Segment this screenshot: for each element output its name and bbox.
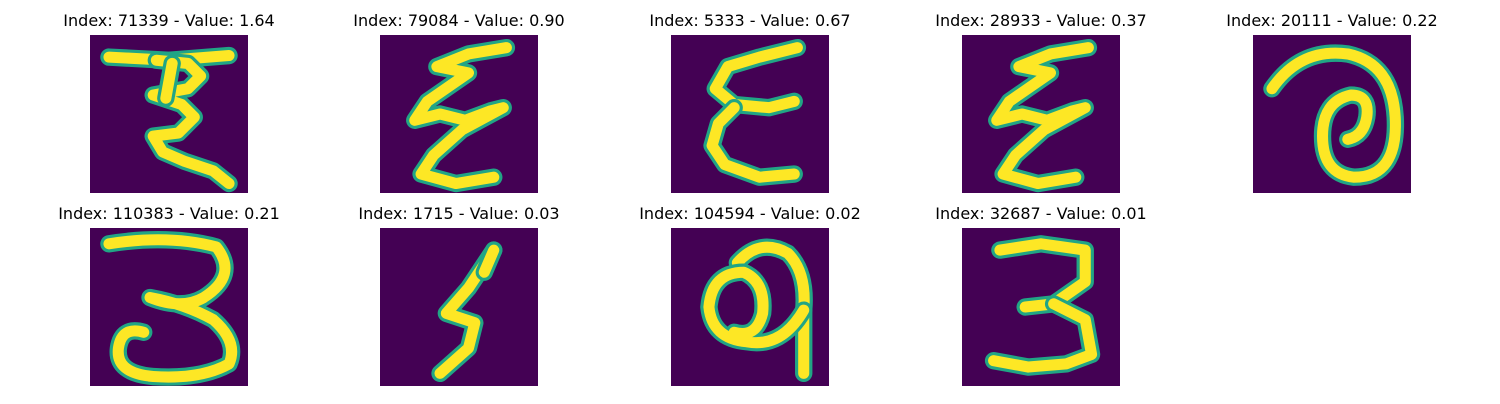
panel-title: Index: 1715 - Value: 0.03 [358,204,560,223]
panel-image [962,228,1120,386]
panel-title: Index: 5333 - Value: 0.67 [649,11,851,30]
glyph-stroke [409,42,512,190]
panel-image [671,35,829,193]
glyph-stroke [988,298,1098,373]
glyph-stroke [434,244,500,379]
panel-image [90,228,248,386]
panel-image [380,35,538,193]
panel-title: Index: 28933 - Value: 0.37 [935,11,1147,30]
glyph-stroke [147,54,235,190]
glyph-stroke [991,42,1094,190]
glyph-stroke [103,234,238,383]
panel-image [671,228,829,386]
panel-image [90,35,248,193]
panel-image [380,228,538,386]
panel-title: Index: 71339 - Value: 1.64 [63,11,275,30]
panel-image [1253,35,1411,193]
glyph-stroke [478,244,500,278]
glyph-stroke [703,266,810,349]
glyph-stroke [1266,47,1401,183]
glyph-stroke [160,57,178,104]
panel-title: Index: 79084 - Value: 0.90 [353,11,565,30]
panel-title: Index: 104594 - Value: 0.02 [639,204,861,223]
glyph-stroke [706,102,800,183]
panel-title: Index: 32687 - Value: 0.01 [935,204,1147,223]
panel-image [962,35,1120,193]
panel-title: Index: 20111 - Value: 0.22 [1226,11,1438,30]
glyph-stroke [709,42,803,114]
panel-title: Index: 110383 - Value: 0.21 [58,204,280,223]
glyph-stroke [731,241,810,379]
